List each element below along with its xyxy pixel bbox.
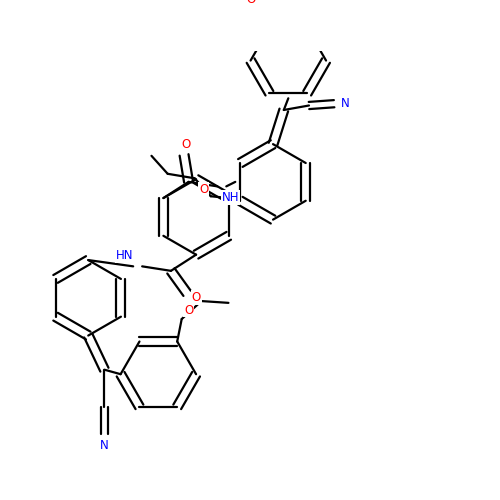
Text: O: O xyxy=(199,182,208,196)
Text: O: O xyxy=(192,292,200,304)
Text: HN: HN xyxy=(116,249,133,262)
Text: NH: NH xyxy=(222,190,240,203)
Text: O: O xyxy=(184,304,194,316)
Text: N: N xyxy=(100,438,109,452)
Text: O: O xyxy=(181,138,190,150)
Text: N: N xyxy=(340,97,349,110)
Text: O: O xyxy=(247,0,256,6)
